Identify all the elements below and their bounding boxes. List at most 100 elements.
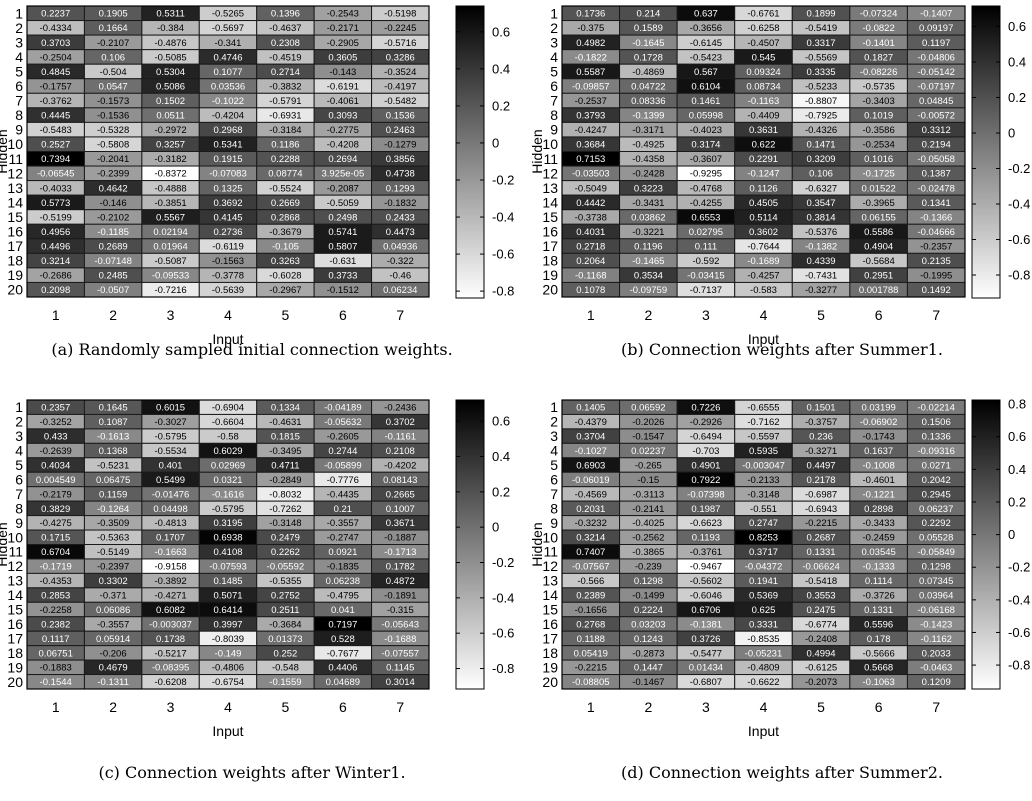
cell-value-label: 0.1209 xyxy=(922,677,951,688)
x-tick-label: 4 xyxy=(760,699,768,715)
x-axis-label: Input xyxy=(212,723,243,739)
x-tick-label: 4 xyxy=(224,307,232,323)
cell-value-label: 0.2292 xyxy=(922,518,951,529)
cell-value-label: -0.1381 xyxy=(690,619,722,630)
cell-value-label: -0.566 xyxy=(577,576,604,587)
cell-value-label: -0.1063 xyxy=(863,677,895,688)
cell-value-label: -0.4768 xyxy=(690,183,722,194)
cell-value-label: -0.3726 xyxy=(863,590,895,601)
cell-value-label: 0.4496 xyxy=(41,241,70,252)
cell-value-label: -0.09316 xyxy=(917,446,955,457)
cell-value-label: -0.02214 xyxy=(917,403,955,414)
cell-value-label: 0.03545 xyxy=(861,547,895,558)
y-tick-label: 6 xyxy=(550,78,558,94)
cell-value-label: -0.2504 xyxy=(40,52,72,63)
cell-value-label: 0.1492 xyxy=(922,285,951,296)
cell-value-label: 0.2382 xyxy=(41,619,70,630)
y-tick-label: 9 xyxy=(15,122,23,138)
cell-value-label: 0.6706 xyxy=(691,605,720,616)
colorbar-tick-label: 0 xyxy=(1008,125,1015,140)
cell-value-label: 0.1193 xyxy=(692,533,720,544)
cell-value-label: -0.7644 xyxy=(747,241,779,252)
cell-value-label: -0.1536 xyxy=(97,111,129,122)
cell-value-label: 0.1243 xyxy=(634,634,663,645)
cell-value-label: 0.21 xyxy=(334,504,353,515)
cell-value-label: 0.2135 xyxy=(922,256,951,267)
cell-value-label: 0.4339 xyxy=(807,256,836,267)
cell-value-label: -0.5149 xyxy=(97,547,129,558)
cell-value-label: -0.2639 xyxy=(40,446,72,457)
cell-value-label: 0.401 xyxy=(159,460,183,471)
cell-value-label: -0.9295 xyxy=(690,169,722,180)
cell-value-label: -0.58 xyxy=(217,432,239,443)
cell-value-label: -0.1161 xyxy=(385,432,417,443)
x-axis-label: Input xyxy=(748,331,779,347)
cell-value-label: -0.2102 xyxy=(97,212,129,223)
cell-value-label: -0.4204 xyxy=(212,111,244,122)
cell-value-label: -0.2605 xyxy=(327,432,359,443)
cell-value-label: -0.2041 xyxy=(97,154,129,165)
cell-value-label: 0.1196 xyxy=(634,241,662,252)
cell-value-label: -0.6191 xyxy=(327,81,359,92)
cell-value-label: -0.3865 xyxy=(632,547,664,558)
y-tick-label: 7 xyxy=(550,93,558,109)
cell-value-label: 0.3704 xyxy=(576,432,605,443)
cell-value-label: -0.2747 xyxy=(327,533,359,544)
cell-value-label: -0.1279 xyxy=(384,140,416,151)
cell-value-label: 0.106 xyxy=(101,52,125,63)
cell-value-label: -0.4379 xyxy=(575,417,607,428)
colorbar-tick-label: 0.2 xyxy=(1008,494,1026,509)
cell-value-label: 0.4679 xyxy=(99,663,128,674)
cell-value-label: 0.4642 xyxy=(99,183,128,194)
cell-value-label: -0.1891 xyxy=(384,590,416,601)
cell-value-label: 0.03862 xyxy=(631,212,665,223)
cell-value-label: 0.4901 xyxy=(691,460,720,471)
cell-value-label: 0.04498 xyxy=(153,504,187,515)
cell-value-label: 0.433 xyxy=(44,432,68,443)
cell-value-label: -0.1689 xyxy=(747,256,779,267)
cell-value-label: 0.106 xyxy=(809,169,833,180)
y-tick-label: 12 xyxy=(7,558,23,574)
cell-value-label: -0.7162 xyxy=(747,417,779,428)
cell-value-label: -0.6046 xyxy=(690,590,722,601)
cell-value-label: -0.4806 xyxy=(212,663,244,674)
colorbar-tick-label: 0.4 xyxy=(492,61,510,76)
cell-value-label: 0.5935 xyxy=(749,446,778,457)
cell-value-label: -0.09533 xyxy=(152,271,190,282)
cell-value-label: 0.3286 xyxy=(386,52,415,63)
y-tick-label: 9 xyxy=(15,515,23,531)
cell-value-label: -0.5087 xyxy=(154,256,186,267)
cell-value-label: 0.3997 xyxy=(213,619,242,630)
cell-value-label: -0.143 xyxy=(329,67,356,78)
cell-value-label: -0.6028 xyxy=(269,271,301,282)
cell-value-label: -0.1008 xyxy=(863,460,895,471)
cell-value-label: 0.06155 xyxy=(861,212,895,223)
x-tick-label: 6 xyxy=(875,307,883,323)
cell-value-label: -0.592 xyxy=(692,256,719,267)
cell-value-label: -0.1162 xyxy=(920,634,952,645)
cell-value-label: 0.6015 xyxy=(156,403,185,414)
cell-value-label: 0.2511 xyxy=(271,605,299,616)
cell-value-label: 0.06086 xyxy=(96,605,130,616)
cell-value-label: -0.1333 xyxy=(863,562,895,573)
cell-value-label: -0.3509 xyxy=(97,518,129,529)
colorbar-tick-label: 0.4 xyxy=(1008,462,1026,477)
cell-value-label: -0.703 xyxy=(692,446,719,457)
cell-value-label: -0.6119 xyxy=(212,241,244,252)
cell-value-label: -0.5808 xyxy=(97,140,129,151)
y-tick-label: 14 xyxy=(542,194,558,210)
y-tick-label: 16 xyxy=(542,224,558,240)
cell-value-label: 0.0547 xyxy=(99,81,128,92)
cell-value-label: -0.5265 xyxy=(212,9,244,20)
cell-value-label: 0.1899 xyxy=(807,9,836,20)
cell-value-label: -0.322 xyxy=(387,256,414,267)
cell-value-label: -0.4569 xyxy=(575,489,607,500)
cell-value-label: 0.3302 xyxy=(99,576,128,587)
cell-value-label: 0.1502 xyxy=(156,96,185,107)
cell-value-label: 0.236 xyxy=(809,432,833,443)
cell-value-label: 0.4904 xyxy=(864,241,893,252)
cell-value-label: -0.5597 xyxy=(747,432,779,443)
cell-value-label: 0.1589 xyxy=(634,23,663,34)
y-tick-label: 15 xyxy=(7,602,23,618)
